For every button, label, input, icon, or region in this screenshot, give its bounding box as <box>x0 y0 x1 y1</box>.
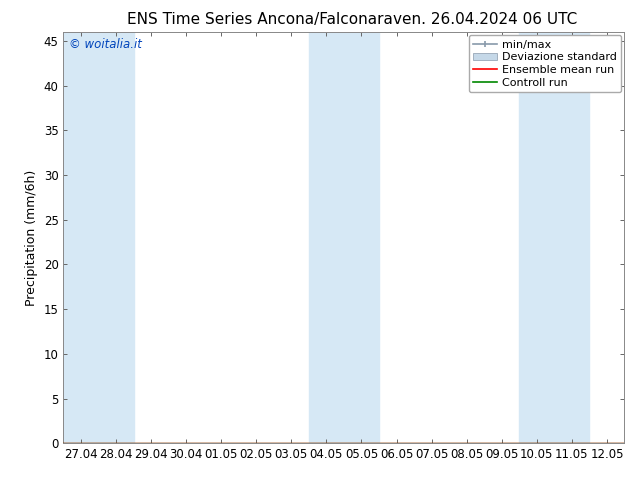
Bar <box>309 32 379 443</box>
Bar <box>63 32 134 443</box>
Text: © woitalia.it: © woitalia.it <box>69 38 142 51</box>
Text: ven. 26.04.2024 06 UTC: ven. 26.04.2024 06 UTC <box>393 12 578 27</box>
Y-axis label: Precipitation (mm/6h): Precipitation (mm/6h) <box>25 170 38 306</box>
Bar <box>519 32 590 443</box>
Text: ENS Time Series Ancona/Falconara: ENS Time Series Ancona/Falconara <box>127 12 392 27</box>
Legend: min/max, Deviazione standard, Ensemble mean run, Controll run: min/max, Deviazione standard, Ensemble m… <box>469 35 621 93</box>
